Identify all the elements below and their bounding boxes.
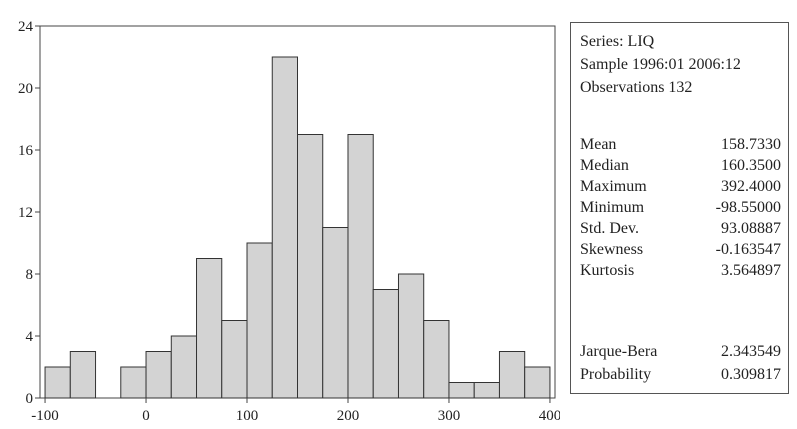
stat-value: 160.3500 bbox=[721, 157, 781, 174]
sample-label: Sample 1996:01 2006:12 bbox=[580, 56, 741, 73]
stat-label: Mean bbox=[580, 136, 617, 153]
histogram-bar bbox=[372, 289, 399, 399]
x-tick-label: 400 bbox=[539, 408, 560, 424]
stat-value: -0.163547 bbox=[715, 241, 781, 258]
histogram-bar bbox=[44, 366, 71, 399]
stat-label: Jarque-Bera bbox=[580, 343, 658, 360]
stat-value: 2.343549 bbox=[721, 343, 781, 360]
stat-label: Kurtosis bbox=[580, 262, 635, 279]
stat-value: 3.564897 bbox=[721, 262, 781, 279]
stat-row-mean: Mean 158.7330 bbox=[580, 136, 781, 156]
histogram-bar bbox=[246, 242, 273, 399]
histogram-bar bbox=[297, 134, 324, 399]
histogram-bar bbox=[120, 366, 147, 399]
x-tick-label: 300 bbox=[438, 408, 461, 424]
histogram-bar bbox=[473, 382, 500, 399]
histogram-bar bbox=[423, 320, 450, 399]
series-label: Series: LIQ bbox=[580, 33, 655, 50]
stat-row-probability: Probability 0.309817 bbox=[580, 366, 781, 386]
y-tick-label: 4 bbox=[26, 329, 34, 345]
stat-value: 158.7330 bbox=[721, 136, 781, 153]
stat-value: 392.4000 bbox=[721, 178, 781, 195]
stat-label: Probability bbox=[580, 366, 652, 383]
histogram-bar bbox=[448, 382, 475, 399]
stat-value: -98.55000 bbox=[715, 199, 781, 216]
y-tick-label: 20 bbox=[18, 81, 33, 97]
stat-row-minimum: Minimum -98.55000 bbox=[580, 199, 781, 219]
stat-label: Median bbox=[580, 157, 629, 174]
stat-label: Skewness bbox=[580, 241, 644, 258]
descriptive-statistics-box: Series: LIQ Sample 1996:01 2006:12 Obser… bbox=[570, 22, 789, 394]
stat-row-median: Median 160.3500 bbox=[580, 157, 781, 177]
stat-value: 0.309817 bbox=[721, 366, 781, 383]
histogram-bar bbox=[221, 320, 248, 399]
y-tick-label: 0 bbox=[26, 391, 34, 407]
stat-row-jarque-bera: Jarque-Bera 2.343549 bbox=[580, 343, 781, 363]
stat-row-maximum: Maximum 392.4000 bbox=[580, 178, 781, 198]
stat-label: Std. Dev. bbox=[580, 220, 639, 237]
observations-label: Observations 132 bbox=[580, 79, 693, 96]
histogram-bar bbox=[145, 351, 172, 399]
stat-label: Maximum bbox=[580, 178, 647, 195]
x-tick-label: 100 bbox=[236, 408, 259, 424]
y-tick-label: 24 bbox=[18, 19, 34, 35]
y-tick-label: 16 bbox=[18, 143, 34, 159]
x-tick-label: -100 bbox=[31, 408, 59, 424]
stat-row-std-dev: Std. Dev. 93.08887 bbox=[580, 220, 781, 240]
histogram-bar bbox=[196, 258, 223, 399]
histogram-bar bbox=[347, 134, 374, 399]
y-tick-label: 12 bbox=[18, 205, 33, 221]
histogram-bar bbox=[524, 366, 551, 399]
stat-row-kurtosis: Kurtosis 3.564897 bbox=[580, 262, 781, 282]
stat-row-skewness: Skewness -0.163547 bbox=[580, 241, 781, 261]
y-tick-label: 8 bbox=[26, 267, 34, 283]
histogram-bar bbox=[397, 273, 425, 399]
histogram-bar bbox=[498, 351, 526, 399]
x-tick-label: 0 bbox=[142, 408, 150, 424]
histogram-bar bbox=[322, 227, 349, 399]
histogram-bar bbox=[271, 56, 299, 399]
histogram-bar bbox=[170, 335, 198, 399]
stat-value: 93.08887 bbox=[721, 220, 781, 237]
histogram-bar bbox=[69, 351, 97, 399]
stat-label: Minimum bbox=[580, 199, 645, 216]
x-tick-label: 200 bbox=[337, 408, 360, 424]
